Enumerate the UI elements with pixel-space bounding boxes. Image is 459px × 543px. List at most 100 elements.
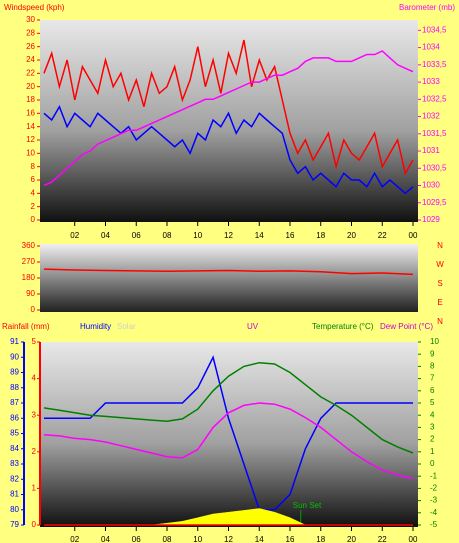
y-tick-label: 9	[430, 349, 435, 358]
series-line	[44, 355, 413, 511]
y-tick-label: 89	[10, 368, 19, 377]
x-tick-label: 12	[224, 231, 233, 240]
x-tick-label: 22	[378, 231, 387, 240]
y-tick-label: 1030	[422, 181, 440, 190]
x-tick-label: 08	[163, 231, 172, 240]
y-tick-label: 86	[10, 413, 19, 422]
axis-label: UV	[247, 322, 259, 331]
y-tick-label: 1032,5	[422, 94, 447, 103]
y-tick-label: 8	[430, 362, 435, 371]
x-tick-label: 12	[224, 535, 233, 543]
x-tick-label: 20	[347, 231, 356, 240]
y-tick-label: 4	[32, 374, 37, 383]
x-tick-label: 10	[193, 231, 202, 240]
x-tick-label: 18	[316, 231, 325, 240]
y-tick-label: 1029,5	[422, 198, 447, 207]
x-tick-label: 20	[347, 535, 356, 543]
axis-label: Windspeed (kph)	[4, 3, 65, 12]
x-tick-label: 16	[286, 231, 295, 240]
compass-label: N	[437, 241, 443, 250]
y-tick-label: 82	[10, 474, 19, 483]
y-tick-label: 1032	[422, 112, 440, 121]
x-tick-label: 00	[409, 535, 418, 543]
y-tick-label: 0	[31, 305, 36, 314]
y-tick-label: 84	[10, 444, 19, 453]
y-tick-label: 0	[430, 459, 435, 468]
series-line	[43, 39, 414, 176]
y-tick-label: 22	[26, 68, 35, 77]
y-tick-label: 7	[430, 374, 435, 383]
y-tick-label: 1034,5	[422, 25, 447, 34]
axis-label: Humidity	[80, 322, 111, 331]
y-tick-label: 4	[31, 188, 36, 197]
compass-label: S	[437, 279, 442, 288]
y-tick-label: 20	[26, 82, 35, 91]
y-tick-label: 5	[32, 337, 37, 346]
y-tick-label: -1	[430, 471, 438, 480]
series-line	[43, 50, 414, 187]
x-tick-label: 14	[255, 535, 264, 543]
series-line	[43, 268, 414, 276]
compass-label: W	[436, 260, 444, 269]
panel	[40, 20, 418, 222]
y-tick-label: 1033	[422, 77, 440, 86]
y-tick-label: 79	[10, 520, 19, 529]
x-tick-label: 22	[378, 535, 387, 543]
y-tick-label: 1031	[422, 146, 440, 155]
y-tick-label: 10	[430, 337, 439, 346]
y-tick-label: 16	[26, 108, 35, 117]
y-tick-label: 3	[32, 410, 37, 419]
series-line	[43, 402, 414, 480]
y-tick-label: 81	[10, 490, 19, 499]
y-tick-label: -2	[430, 484, 438, 493]
y-tick-label: 1033,5	[422, 60, 447, 69]
series-line	[43, 361, 414, 454]
y-tick-label: 14	[26, 122, 35, 131]
y-tick-label: 1	[32, 484, 37, 493]
y-tick-label: 1031,5	[422, 129, 447, 138]
y-tick-label: 91	[10, 337, 19, 346]
y-tick-label: 90	[10, 352, 19, 361]
x-tick-label: 06	[132, 535, 141, 543]
y-tick-label: 30	[26, 15, 35, 24]
y-tick-label: 28	[26, 28, 35, 37]
y-tick-label: 6	[430, 386, 435, 395]
x-tick-label: 04	[101, 535, 110, 543]
y-tick-label: -5	[430, 520, 438, 529]
y-tick-label: 83	[10, 459, 19, 468]
x-tick-label: 00	[409, 231, 418, 240]
y-tick-label: 360	[22, 241, 36, 250]
y-tick-label: 88	[10, 383, 19, 392]
x-tick-label: 02	[70, 231, 79, 240]
y-tick-label: 3	[430, 423, 435, 432]
y-tick-label: 1	[430, 447, 435, 456]
annotation: Sun Set	[293, 501, 322, 510]
y-tick-label: 90	[26, 289, 35, 298]
x-tick-label: 10	[193, 535, 202, 543]
y-tick-label: -4	[430, 508, 438, 517]
panel	[40, 342, 418, 527]
axis-label: Barometer (mb)	[399, 3, 455, 12]
compass-label: E	[437, 298, 442, 307]
y-tick-label: 24	[26, 55, 35, 64]
y-tick-label: 4	[430, 410, 435, 419]
y-tick-label: 12	[26, 135, 35, 144]
x-tick-label: 18	[316, 535, 325, 543]
y-tick-label: 5	[430, 398, 435, 407]
axis-label: Temperature (°C)	[312, 322, 374, 331]
y-tick-label: 85	[10, 429, 19, 438]
y-tick-label: -3	[430, 496, 438, 505]
y-tick-label: 0	[31, 215, 36, 224]
x-tick-label: 16	[286, 535, 295, 543]
y-tick-label: 1034	[422, 43, 440, 52]
axis-label: Rainfall (mm)	[2, 322, 50, 331]
axis-label: Dew Point (°C)	[380, 322, 433, 331]
series-line	[43, 104, 414, 195]
y-tick-label: 2	[31, 202, 36, 211]
y-tick-label: 26	[26, 42, 35, 51]
x-tick-label: 08	[163, 535, 172, 543]
y-tick-label: 87	[10, 398, 19, 407]
y-tick-label: 18	[26, 95, 35, 104]
y-tick-label: 2	[32, 447, 37, 456]
